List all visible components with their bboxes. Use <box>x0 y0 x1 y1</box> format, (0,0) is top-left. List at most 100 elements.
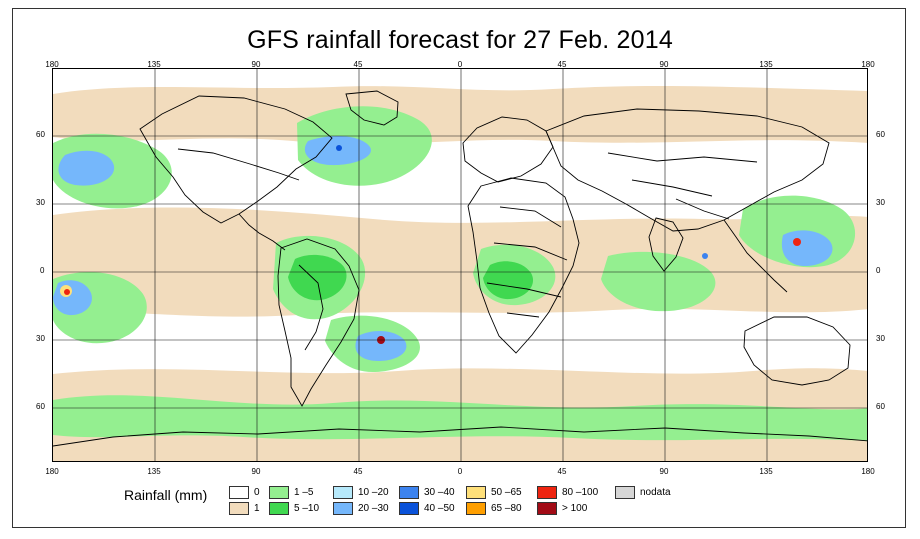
rain-field-light-north <box>53 85 867 145</box>
legend-label-12: nodata <box>640 487 671 498</box>
legend-swatch-10 <box>537 486 557 499</box>
lat-tick-left-60s: 60 <box>36 402 45 411</box>
rainfall-map-svg <box>53 69 867 461</box>
country-boundaries <box>53 90 867 447</box>
chart-title: GFS rainfall forecast for 27 Feb. 2014 <box>247 26 673 54</box>
legend-label-7: 40 –50 <box>424 503 455 514</box>
rainfall-map <box>52 68 868 462</box>
rain-field-light-indian-ocean <box>601 251 716 312</box>
legend-item-0: 0 <box>229 485 260 500</box>
continent-central-america <box>238 213 286 251</box>
lon-tick-top-180w: 180 <box>45 60 59 69</box>
lon-tick-bottom-45w: 45 <box>353 467 363 476</box>
legend-label-8: 50 –65 <box>491 487 522 498</box>
continent-southeast-asia <box>723 219 788 293</box>
legend-item-11: > 100 <box>537 501 587 516</box>
lat-tick-right-30s: 30 <box>876 334 885 343</box>
legend-item-7: 40 –50 <box>399 501 455 516</box>
legend-item-5: 20 –30 <box>333 501 389 516</box>
legend-item-6: 30 –40 <box>399 485 455 500</box>
legend-swatch-9 <box>466 502 486 515</box>
lon-tick-top-45e: 45 <box>557 60 567 69</box>
legend-swatch-12 <box>615 486 635 499</box>
legend-swatch-4 <box>333 486 353 499</box>
legend-item-2: 1 –5 <box>269 485 313 500</box>
legend-label-4: 10 –20 <box>358 487 389 498</box>
lat-tick-left-0: 0 <box>40 266 45 275</box>
lon-tick-top-90w: 90 <box>251 60 261 69</box>
legend-swatch-7 <box>399 502 419 515</box>
rain-core-west-pacific <box>793 238 801 246</box>
lat-tick-right-60s: 60 <box>876 402 885 411</box>
lat-tick-left-60n: 60 <box>36 130 45 139</box>
legend-title: Rainfall (mm) <box>124 487 208 503</box>
legend-label-3: 5 –10 <box>294 503 320 514</box>
legend-label-2: 1 –5 <box>294 487 314 498</box>
lat-tick-right-0: 0 <box>876 266 881 275</box>
lon-tick-top-135e: 135 <box>759 60 773 69</box>
lon-tick-top-90e: 90 <box>659 60 669 69</box>
rain-band-amazon <box>288 254 347 301</box>
continent-australia <box>743 316 851 386</box>
legend-item-1: 1 <box>229 501 260 516</box>
legend-label-5: 20 –30 <box>358 503 389 514</box>
continent-south-america <box>277 238 360 407</box>
rain-band-central-africa <box>483 261 534 300</box>
continent-asia <box>545 108 830 232</box>
lat-tick-right-60n: 60 <box>876 130 885 139</box>
legend-swatch-11 <box>537 502 557 515</box>
lon-tick-top-180e: 180 <box>861 60 875 69</box>
rain-core-south-pacific-red <box>64 289 70 295</box>
country-borders-south-america <box>298 264 324 351</box>
map-gridlines <box>53 69 867 461</box>
legend-label-9: 65 –80 <box>491 503 522 514</box>
legend-item-12: nodata <box>615 485 671 500</box>
rain-field-light <box>53 85 867 461</box>
rain-core-north-atlantic <box>336 145 342 151</box>
rain-band-south-atlantic <box>355 330 407 361</box>
country-borders-north-america <box>177 148 300 181</box>
lon-tick-top-45w: 45 <box>353 60 363 69</box>
lon-tick-bottom-90e: 90 <box>659 467 669 476</box>
legend-swatch-5 <box>333 502 353 515</box>
country-borders-asia <box>607 152 758 220</box>
legend-label-6: 30 –40 <box>424 487 455 498</box>
legend-item-4: 10 –20 <box>333 485 389 500</box>
lat-tick-left-30s: 30 <box>36 334 45 343</box>
rain-field-light-southern-ocean <box>53 395 867 441</box>
lat-tick-left-30n: 30 <box>36 198 45 207</box>
lat-tick-right-30n: 30 <box>876 198 885 207</box>
legend-item-3: 5 –10 <box>269 501 319 516</box>
legend-swatch-1 <box>229 502 249 515</box>
lon-tick-bottom-45e: 45 <box>557 467 567 476</box>
rain-band-northwest-pacific <box>58 150 115 186</box>
legend-label-10: 80 –100 <box>562 487 599 498</box>
continent-europe <box>462 116 554 183</box>
lon-tick-bottom-135e: 135 <box>759 467 773 476</box>
continent-antarctica <box>53 426 867 447</box>
legend-label-11: > 100 <box>562 503 588 514</box>
lon-tick-bottom-180w: 180 <box>45 467 59 476</box>
lon-tick-bottom-90w: 90 <box>251 467 261 476</box>
legend-swatch-3 <box>269 502 289 515</box>
lon-tick-bottom-180e: 180 <box>861 467 875 476</box>
lon-tick-bottom-135w: 135 <box>147 467 161 476</box>
legend-item-9: 65 –80 <box>466 501 522 516</box>
legend-swatch-2 <box>269 486 289 499</box>
continent-india <box>648 217 684 272</box>
lon-tick-bottom-0: 0 <box>457 467 463 476</box>
legend-label-0: 0 <box>254 487 260 498</box>
legend-swatch-8 <box>466 486 486 499</box>
legend-item-8: 50 –65 <box>466 485 522 500</box>
country-borders-africa <box>486 206 568 318</box>
rain-field-heavy <box>60 145 801 344</box>
continent-africa <box>467 177 580 354</box>
legend-label-1: 1 <box>254 503 260 514</box>
lon-tick-top-135w: 135 <box>147 60 161 69</box>
continent-greenland <box>345 90 399 126</box>
legend-swatch-0 <box>229 486 249 499</box>
legend-swatch-6 <box>399 486 419 499</box>
continent-north-america <box>139 95 333 224</box>
lon-tick-top-0: 0 <box>457 60 463 69</box>
rain-core-east-indian-ocean <box>702 253 708 259</box>
